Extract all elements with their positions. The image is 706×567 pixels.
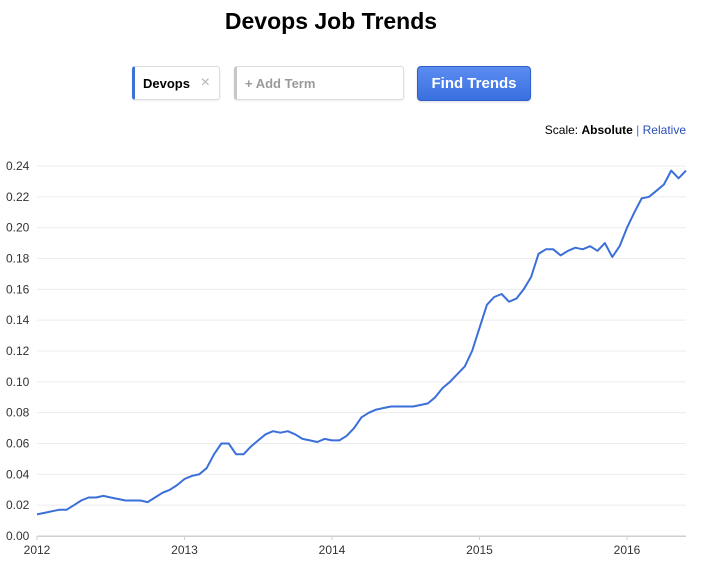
y-tick-label: 0.18 [6,252,30,266]
term-label: Devops [143,75,190,91]
y-tick-label: 0.04 [6,467,30,481]
close-icon[interactable]: × [200,74,210,91]
y-tick-label: 0.16 [6,282,30,296]
x-tick-label: 2016 [614,543,641,557]
x-tick-label: 2013 [171,543,198,557]
y-tick-label: 0.24 [6,159,30,173]
y-tick-label: 0.06 [6,437,30,451]
scale-label: Scale: [544,123,579,137]
y-tick-label: 0.10 [6,375,30,389]
series-line-devops [36,169,687,516]
find-trends-button[interactable]: Find Trends [417,66,531,101]
x-tick-label: 2012 [24,543,51,557]
y-tick-label: 0.22 [6,190,30,204]
scale-selector: Scale: Absolute | Relative [545,123,686,137]
page-title: Devops Job Trends [224,8,438,34]
scale-separator: | [636,123,640,137]
y-tick-label: 0.00 [6,529,30,543]
scale-absolute-option[interactable]: Absolute [581,123,633,137]
x-tick-label: 2014 [319,543,346,557]
y-tick-label: 0.02 [6,498,30,512]
y-tick-label: 0.12 [6,344,30,358]
term-chip-devops[interactable]: Devops × [132,66,220,100]
y-tick-label: 0.14 [6,313,30,327]
y-tick-label: 0.20 [6,221,30,235]
add-term-input[interactable] [234,66,404,100]
x-tick-label: 2015 [466,543,493,557]
y-tick-label: 0.08 [6,406,30,420]
trend-chart: 0.00 0.02 0.04 0.06 0.08 0.10 0.12 0.14 0.16 0.18… [6,159,687,557]
scale-relative-link[interactable]: Relative [642,123,686,137]
